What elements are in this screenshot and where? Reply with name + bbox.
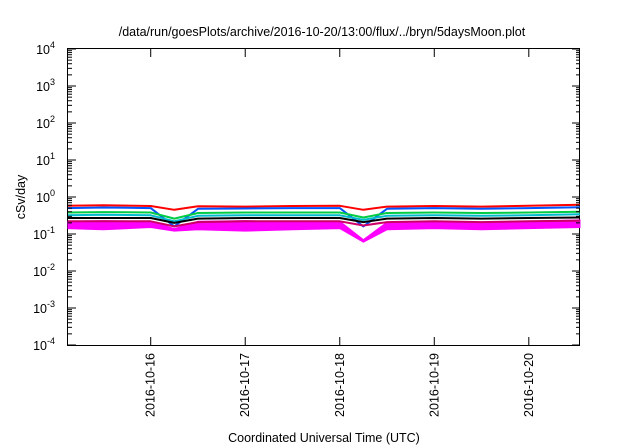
x-axis-label: Coordinated Universal Time (UTC) bbox=[228, 431, 420, 445]
y-tick-base: 10 bbox=[36, 43, 50, 57]
y-tick-base: 10 bbox=[33, 228, 47, 242]
plot-frame bbox=[67, 48, 580, 346]
y-tick-label: 10-3 bbox=[33, 299, 55, 316]
y-tick-base: 10 bbox=[36, 117, 50, 131]
y-tick-exponent: 3 bbox=[50, 77, 55, 87]
y-tick-label: 10-2 bbox=[33, 262, 55, 279]
x-tick-label: 2016-10-20 bbox=[522, 353, 536, 417]
chart-title: /data/run/goesPlots/archive/2016-10-20/1… bbox=[119, 25, 526, 39]
y-tick-exponent: 0 bbox=[50, 188, 55, 198]
series-line bbox=[68, 219, 581, 228]
y-tick-exponent: -2 bbox=[47, 262, 55, 272]
x-axis: 2016-10-16 2016-10-17 2016-10-18 2016-10-19… bbox=[144, 49, 536, 417]
y-tick-label: 103 bbox=[36, 77, 55, 94]
series-line bbox=[67, 210, 581, 220]
x-tick-label: 2016-10-17 bbox=[238, 353, 252, 417]
y-axis-label: cSv/day bbox=[14, 174, 28, 219]
y-tick-exponent: -3 bbox=[47, 299, 55, 309]
y-tick-exponent: 4 bbox=[50, 40, 55, 50]
y-tick-label: 102 bbox=[36, 114, 55, 131]
y-tick-label: 104 bbox=[36, 40, 55, 57]
y-tick-base: 10 bbox=[36, 80, 50, 94]
y-tick-base: 10 bbox=[33, 302, 47, 316]
y-tick-base: 10 bbox=[36, 154, 50, 168]
y-tick-label: 10-4 bbox=[33, 336, 55, 353]
y-tick-exponent: 1 bbox=[50, 151, 55, 161]
y-tick-base: 10 bbox=[36, 191, 50, 205]
x-tick-label: 2016-10-18 bbox=[333, 353, 347, 417]
x-tick-label: 2016-10-19 bbox=[427, 353, 441, 417]
y-tick-label: 101 bbox=[36, 151, 55, 168]
series-line bbox=[67, 203, 581, 211]
y-tick-label: 100 bbox=[36, 188, 55, 205]
series-layer bbox=[67, 203, 581, 243]
y-tick-exponent: -4 bbox=[47, 336, 55, 346]
y-tick-label: 10-1 bbox=[33, 225, 55, 242]
series-line bbox=[68, 216, 581, 224]
series-band bbox=[67, 219, 581, 243]
y-tick-base: 10 bbox=[33, 265, 47, 279]
y-tick-exponent: -1 bbox=[47, 225, 55, 235]
y-tick-exponent: 2 bbox=[50, 114, 55, 124]
series-line bbox=[67, 206, 581, 228]
series-line bbox=[67, 213, 581, 223]
x-tick-label: 2016-10-16 bbox=[144, 353, 158, 417]
y-tick-base: 10 bbox=[33, 339, 47, 353]
